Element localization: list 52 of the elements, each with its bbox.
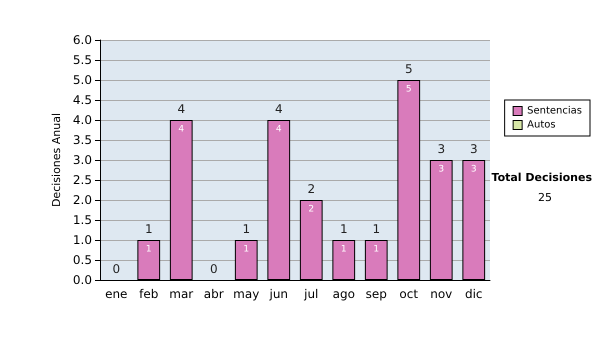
data-label: 3: [470, 164, 477, 174]
x-tick-label: sep: [366, 287, 387, 301]
total-label: 0: [210, 262, 218, 276]
y-tick-label: 0.5: [72, 253, 92, 267]
total-label: 1: [242, 222, 250, 236]
total-label: 1: [372, 222, 380, 236]
total-label: 4: [274, 102, 283, 116]
x-tick-label: mar: [169, 287, 194, 301]
x-tick-label: jun: [268, 287, 288, 301]
y-tick-label: 6.0: [72, 33, 92, 47]
y-tick-label: 1.5: [72, 213, 92, 227]
total-label: 1: [340, 222, 348, 236]
text: Total Decisiones: [492, 171, 592, 184]
legend-label: Autos: [527, 120, 556, 130]
x-tick-label: may: [233, 287, 260, 301]
total-label: 4: [177, 102, 186, 116]
y-tick-label: 1.0: [72, 233, 92, 247]
y-tick-label: 5.0: [72, 73, 92, 87]
total-label: 3: [470, 142, 478, 156]
total-label: 5: [404, 62, 413, 76]
x-tick-label: ene: [105, 287, 128, 301]
data-label: 1: [340, 244, 347, 254]
data-label: 1: [373, 244, 380, 254]
y-tick-label: 5.5: [72, 53, 92, 67]
x-tick-label: ago: [332, 287, 355, 301]
y-axis-title: Decisiones Anual: [50, 112, 64, 208]
x-tick-label: abr: [204, 287, 224, 301]
data-label: 5: [406, 84, 412, 94]
data-label: 4: [178, 124, 184, 134]
x-tick-label: oct: [399, 287, 418, 301]
legend-label: Sentencias: [527, 106, 582, 116]
total-label: 1: [144, 222, 153, 236]
total-label: 3: [437, 142, 446, 156]
data-label: 1: [243, 244, 250, 254]
data-label: 1: [146, 244, 152, 254]
total-label: 0: [112, 262, 120, 276]
data-label: 3: [438, 164, 444, 174]
y-tick-label: 0.0: [72, 273, 92, 287]
data-label: 4: [276, 124, 282, 134]
text: 25: [538, 191, 552, 204]
x-tick-label: nov: [430, 287, 452, 301]
y-tick-label: 2.0: [72, 193, 92, 207]
x-tick-label: jul: [303, 287, 318, 301]
y-tick-label: 4.0: [72, 113, 92, 127]
x-tick-label: dic: [464, 287, 483, 301]
y-tick-label: 4.5: [72, 93, 92, 107]
y-tick-label: 3.0: [72, 153, 92, 167]
x-tick-label: feb: [139, 287, 158, 301]
data-label: 2: [308, 204, 314, 214]
y-tick-label: 3.5: [72, 133, 92, 147]
y-tick-label: 2.5: [72, 173, 92, 187]
total-label: 2: [307, 182, 316, 196]
